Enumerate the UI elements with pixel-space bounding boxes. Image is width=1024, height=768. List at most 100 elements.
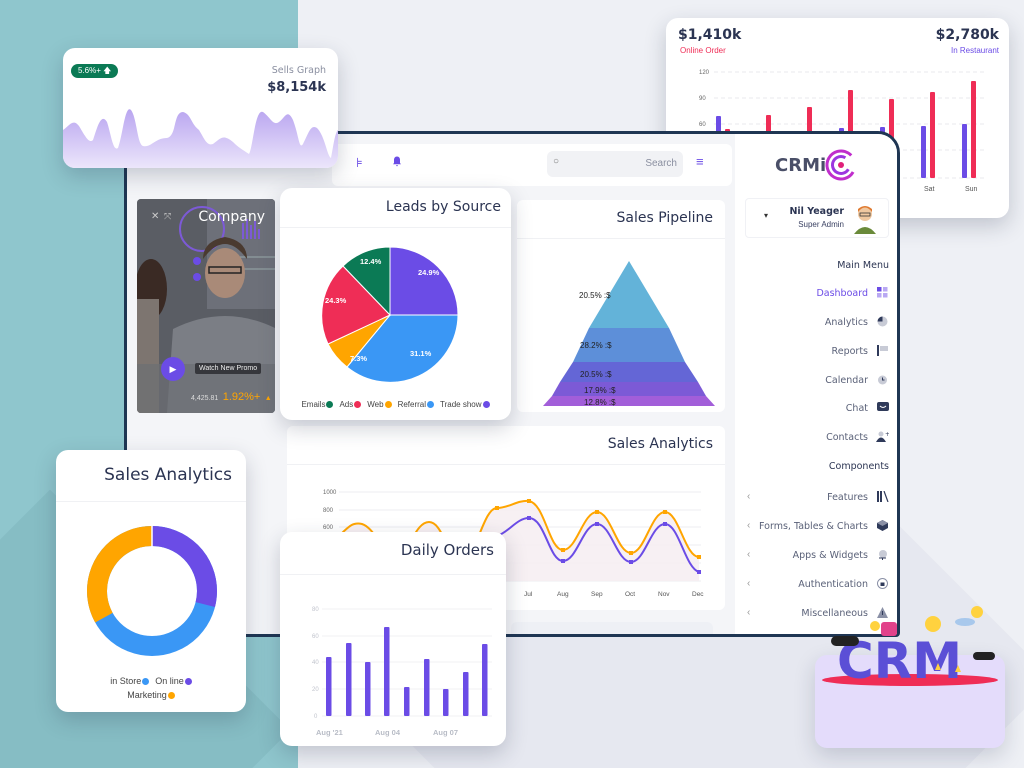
svg-text:Sun: Sun — [965, 186, 978, 193]
grid-icon — [876, 287, 889, 300]
sidebar-item-contacts[interactable]: Contacts + — [826, 431, 890, 444]
leads-legend: Emails Ads Web Referral Trade show — [280, 400, 511, 409]
svg-text:800: 800 — [323, 508, 334, 514]
svg-text:90: 90 — [699, 96, 706, 102]
watch-promo-label[interactable]: Watch New Promo — [195, 363, 262, 374]
play-button[interactable]: ▶ — [161, 357, 185, 381]
logo-text: CRMi — [775, 154, 827, 176]
svg-text:Sat: Sat — [924, 186, 935, 193]
search-input[interactable]: ○ Search — [547, 151, 683, 177]
sidebar-item-forms-tables-charts[interactable]: Forms, Tables & Charts — [759, 520, 889, 533]
company-photo — [137, 199, 275, 413]
svg-text:24.3%: 24.3% — [325, 296, 347, 305]
arrow-up-icon: 🡅 — [103, 66, 112, 75]
stat-change: 1.92%+ — [222, 391, 261, 403]
sliders-icon[interactable]: ⊧ — [356, 155, 363, 170]
sidebar-item-dashboard[interactable]: Dashboard — [816, 287, 889, 300]
company-video-card: ✕ ⤧ Company ▶ Watch New Promo 4,425.81 1… — [137, 199, 275, 413]
chevron-left-icon[interactable]: ‹ — [747, 578, 751, 589]
svg-text:Aug: Aug — [557, 591, 569, 598]
legend-in-store[interactable]: in Store — [110, 676, 150, 686]
chat-icon — [876, 402, 889, 415]
alarm-clock-icon — [876, 374, 889, 387]
online-order-label: Online Order — [680, 46, 726, 55]
crm-illustration: CRM — [822, 606, 998, 690]
user-profile-card[interactable]: ▾ Nil Yeager Super Admin — [745, 198, 889, 238]
sidebar-item-features[interactable]: Features — [827, 490, 889, 504]
expand-icon[interactable]: ⤧ — [164, 211, 172, 221]
company-title: Company — [198, 209, 265, 225]
main-menu-label: Main Menu — [837, 260, 889, 271]
logo-mark-icon — [825, 149, 857, 181]
growth-badge: 5.6%+ 🡅 — [71, 64, 119, 78]
svg-text:Oct: Oct — [625, 591, 635, 598]
globe-icon — [876, 549, 889, 562]
svg-text:20.5% :$: 20.5% :$ — [580, 370, 612, 379]
legend-trade-show[interactable]: Trade show — [440, 400, 490, 409]
top-bar: ⊧ ○ Search ≡ — [332, 144, 732, 186]
sidebar-item-apps-widgets[interactable]: Apps & Widgets — [793, 549, 889, 562]
svg-text:12.4%: 12.4% — [360, 257, 382, 266]
panel-title: Sales Analytics — [607, 436, 713, 452]
legend-emails[interactable]: Emails — [301, 400, 334, 409]
legend-web[interactable]: Web — [367, 400, 392, 409]
bottom-panel-stub — [511, 622, 591, 634]
donut-legend-row-2: Marketing — [56, 690, 246, 700]
svg-text:1000: 1000 — [323, 490, 337, 496]
chevron-left-icon[interactable]: ‹ — [747, 491, 751, 502]
sells-graph-value: $8,154k — [267, 80, 326, 95]
bell-icon[interactable] — [392, 155, 402, 170]
restaurant-value: $2,780k — [935, 27, 999, 43]
legend-referral[interactable]: Referral — [398, 400, 435, 409]
restaurant-label: In Restaurant — [950, 46, 999, 55]
svg-text:Nov: Nov — [658, 591, 670, 598]
user-role: Super Admin — [798, 220, 844, 229]
sales-analytics-donut-card: Sales Analytics in Store On line Marketi… — [56, 450, 246, 712]
sidebar-item-analytics[interactable]: Analytics — [825, 316, 889, 329]
legend-online[interactable]: On line — [155, 676, 192, 686]
svg-text:Aug 04: Aug 04 — [375, 728, 401, 737]
svg-text:+: + — [885, 431, 889, 438]
components-label: Components — [828, 461, 889, 472]
svg-text:80: 80 — [312, 607, 319, 613]
sidebar-item-chat[interactable]: Chat — [846, 402, 889, 415]
svg-text:28.2% :$: 28.2% :$ — [580, 341, 612, 350]
sidebar-item-miscellaneous[interactable]: Miscellaneous — [801, 607, 889, 620]
add-user-icon: + — [876, 431, 890, 444]
sidebar: CRMi ▾ Nil Yeager Super Admin Main Menu … — [735, 134, 897, 634]
chevron-left-icon[interactable]: ‹ — [747, 549, 751, 560]
flag-icon — [876, 345, 889, 358]
svg-text:40: 40 — [312, 660, 319, 666]
user-name: Nil Yeager — [789, 206, 844, 217]
sidebar-item-reports[interactable]: Reports — [832, 345, 889, 358]
close-icon[interactable]: ✕ — [151, 211, 160, 222]
legend-ads[interactable]: Ads — [339, 400, 362, 409]
pie-icon — [876, 316, 889, 329]
books-icon — [876, 490, 889, 504]
card-title: Leads by Source — [385, 199, 501, 215]
svg-text:Dec: Dec — [692, 591, 704, 598]
chevron-down-icon[interactable]: ▾ — [764, 211, 769, 220]
sidebar-item-calendar[interactable]: Calendar — [825, 374, 889, 387]
svg-text:20: 20 — [312, 687, 319, 693]
panel-title: Sales Pipeline — [616, 210, 713, 226]
chevron-left-icon[interactable]: ‹ — [747, 520, 751, 531]
sidebar-item-authentication[interactable]: Authentication — [798, 578, 889, 591]
card-title: Daily Orders — [400, 541, 494, 559]
legend-marketing[interactable]: Marketing — [127, 690, 175, 700]
menu-icon[interactable]: ≡ — [696, 154, 704, 169]
donut-legend: in Store On line — [56, 676, 246, 686]
online-order-value: $1,410k — [678, 27, 742, 43]
svg-text:0: 0 — [314, 714, 318, 720]
logo[interactable]: CRMi — [775, 148, 858, 182]
crm-illustration-card — [815, 655, 1005, 748]
warning-icon — [876, 607, 889, 620]
svg-text:Aug 07: Aug 07 — [433, 728, 458, 737]
svg-text:Aug '21: Aug '21 — [316, 728, 343, 737]
stat-value: 4,425.81 — [191, 395, 219, 402]
sales-pipeline-panel: Sales Pipeline 20.5% :$ 28.2% :$ 20.5% :… — [517, 200, 725, 412]
search-icon: ○ — [553, 156, 560, 167]
pipeline-funnel-chart: 20.5% :$ 28.2% :$ 20.5% :$ 17.9% :$ 12.8… — [543, 261, 715, 407]
leads-pie-chart: 24.9% 31.1% 7.3% 24.3% 12.4% — [321, 246, 459, 383]
chevron-left-icon[interactable]: ‹ — [747, 607, 751, 618]
